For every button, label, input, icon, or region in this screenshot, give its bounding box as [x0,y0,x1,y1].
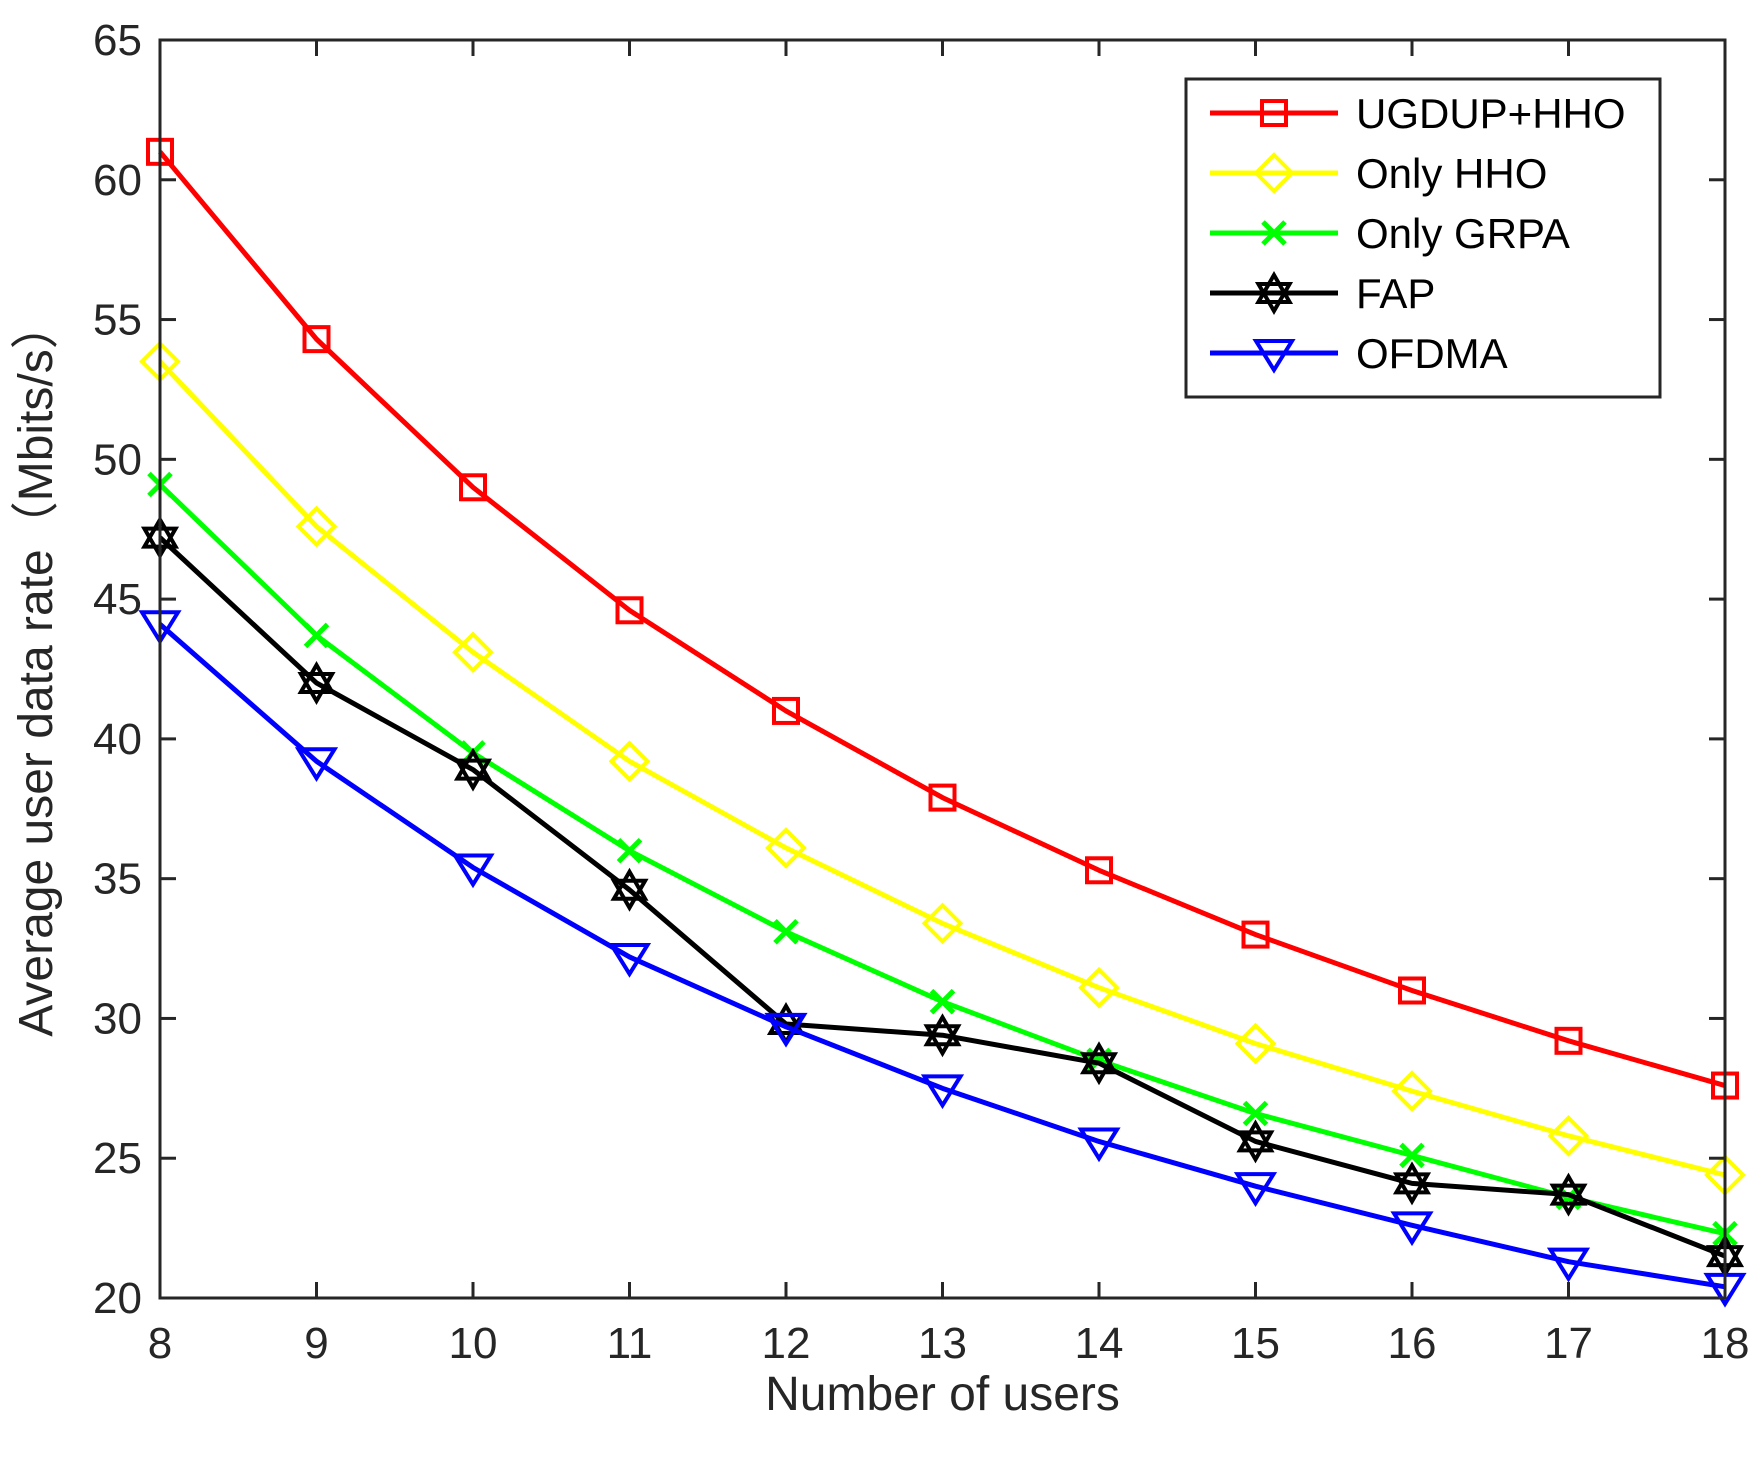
data-point [451,853,495,889]
series-line [158,150,1726,1088]
y-tick-label: 50 [93,435,142,484]
legend-item: Only GRPA [1210,210,1570,257]
data-point [1547,1115,1590,1157]
data-point [1549,1172,1588,1217]
data-point [773,919,799,945]
data-point [616,837,643,864]
x-tick-label: 18 [1701,1319,1750,1368]
data-point [1242,1100,1269,1127]
data-point [295,505,338,548]
series-layer [138,137,1747,1308]
data-point [297,661,336,705]
data-point [1391,1070,1433,1112]
data-point [764,1012,808,1048]
y-tick-label: 40 [93,715,142,764]
legend-item: FAP [1210,270,1435,317]
series-line [158,622,1726,1290]
data-point [294,747,339,783]
legend-label: FAP [1356,270,1435,317]
legend: UGDUP+HHO Only HHO Only GRPA FAP OFDMA [1184,77,1662,399]
x-tick-label: 16 [1388,1319,1437,1368]
data-point [608,740,651,783]
data-point [1085,856,1113,885]
y-tick-label: 20 [93,1274,142,1323]
data-point [459,473,487,502]
data-point [615,596,644,625]
series-ofdma [138,610,1747,1308]
x-tick-label: 11 [607,1319,653,1368]
legend-marker [1253,152,1295,194]
series-line [158,535,1726,1259]
data-point [1077,1127,1121,1163]
x-tick-label: 14 [1075,1319,1124,1368]
series-line [158,359,1726,1178]
axis-ticks: 8 9 10 11 12 13 14 15 16 17 18 20 25 30 35 40 45 50 55 60 65 [93,16,1749,1368]
data-point [928,783,957,812]
data-point [1079,1041,1119,1086]
x-tick-label: 17 [1544,1319,1593,1368]
data-point [1236,1119,1275,1164]
x-tick-label: 15 [1231,1319,1280,1368]
data-point [765,827,807,869]
y-tick-label: 25 [93,1134,142,1183]
y-tick-label: 60 [93,156,142,205]
y-tick-label: 35 [93,855,142,904]
data-point [772,696,800,725]
data-point [1234,1022,1277,1065]
data-point [452,631,494,674]
data-point [1399,1142,1425,1169]
y-tick-label: 45 [93,575,142,624]
data-point [920,1074,965,1110]
data-point [1398,976,1426,1005]
x-tick-label: 13 [918,1319,967,1368]
data-point [1392,1161,1432,1206]
y-tick-label: 65 [93,16,142,65]
x-tick-label: 12 [762,1319,811,1368]
x-tick-label: 8 [148,1319,172,1368]
legend-item: UGDUP+HHO [1210,90,1626,137]
data-point [1233,1172,1278,1207]
legend-marker [1260,99,1288,127]
y-tick-label: 30 [93,994,142,1043]
data-point [1390,1211,1434,1247]
legend-label: OFDMA [1356,330,1508,377]
legend-item: OFDMA [1210,330,1508,377]
data-point [302,325,331,354]
legend-item: Only HHO [1210,150,1547,197]
x-axis-title: Number of users [765,1368,1120,1421]
legend-marker [1252,339,1296,374]
legend-label: UGDUP+HHO [1356,90,1626,137]
x-tick-label: 10 [449,1319,498,1368]
data-point [921,902,964,945]
legend-box [1184,77,1662,399]
legend-marker [1261,220,1287,246]
y-tick-label: 55 [93,296,142,345]
data-point [1554,1026,1583,1055]
data-point [1241,920,1270,949]
data-point [303,622,330,649]
data-point [1078,966,1120,1009]
legend-label: Only HHO [1356,150,1547,197]
data-point [923,1013,962,1058]
data-point [929,988,956,1015]
y-axis-title: Average user data rate（Mbits/s） [10,301,63,1036]
data-point [453,747,493,792]
legend-marker [1254,271,1294,315]
data-point [1546,1247,1591,1283]
legend-label: Only GRPA [1356,210,1570,257]
data-point [610,867,649,912]
x-tick-label: 9 [304,1319,328,1368]
data-point [607,942,652,978]
